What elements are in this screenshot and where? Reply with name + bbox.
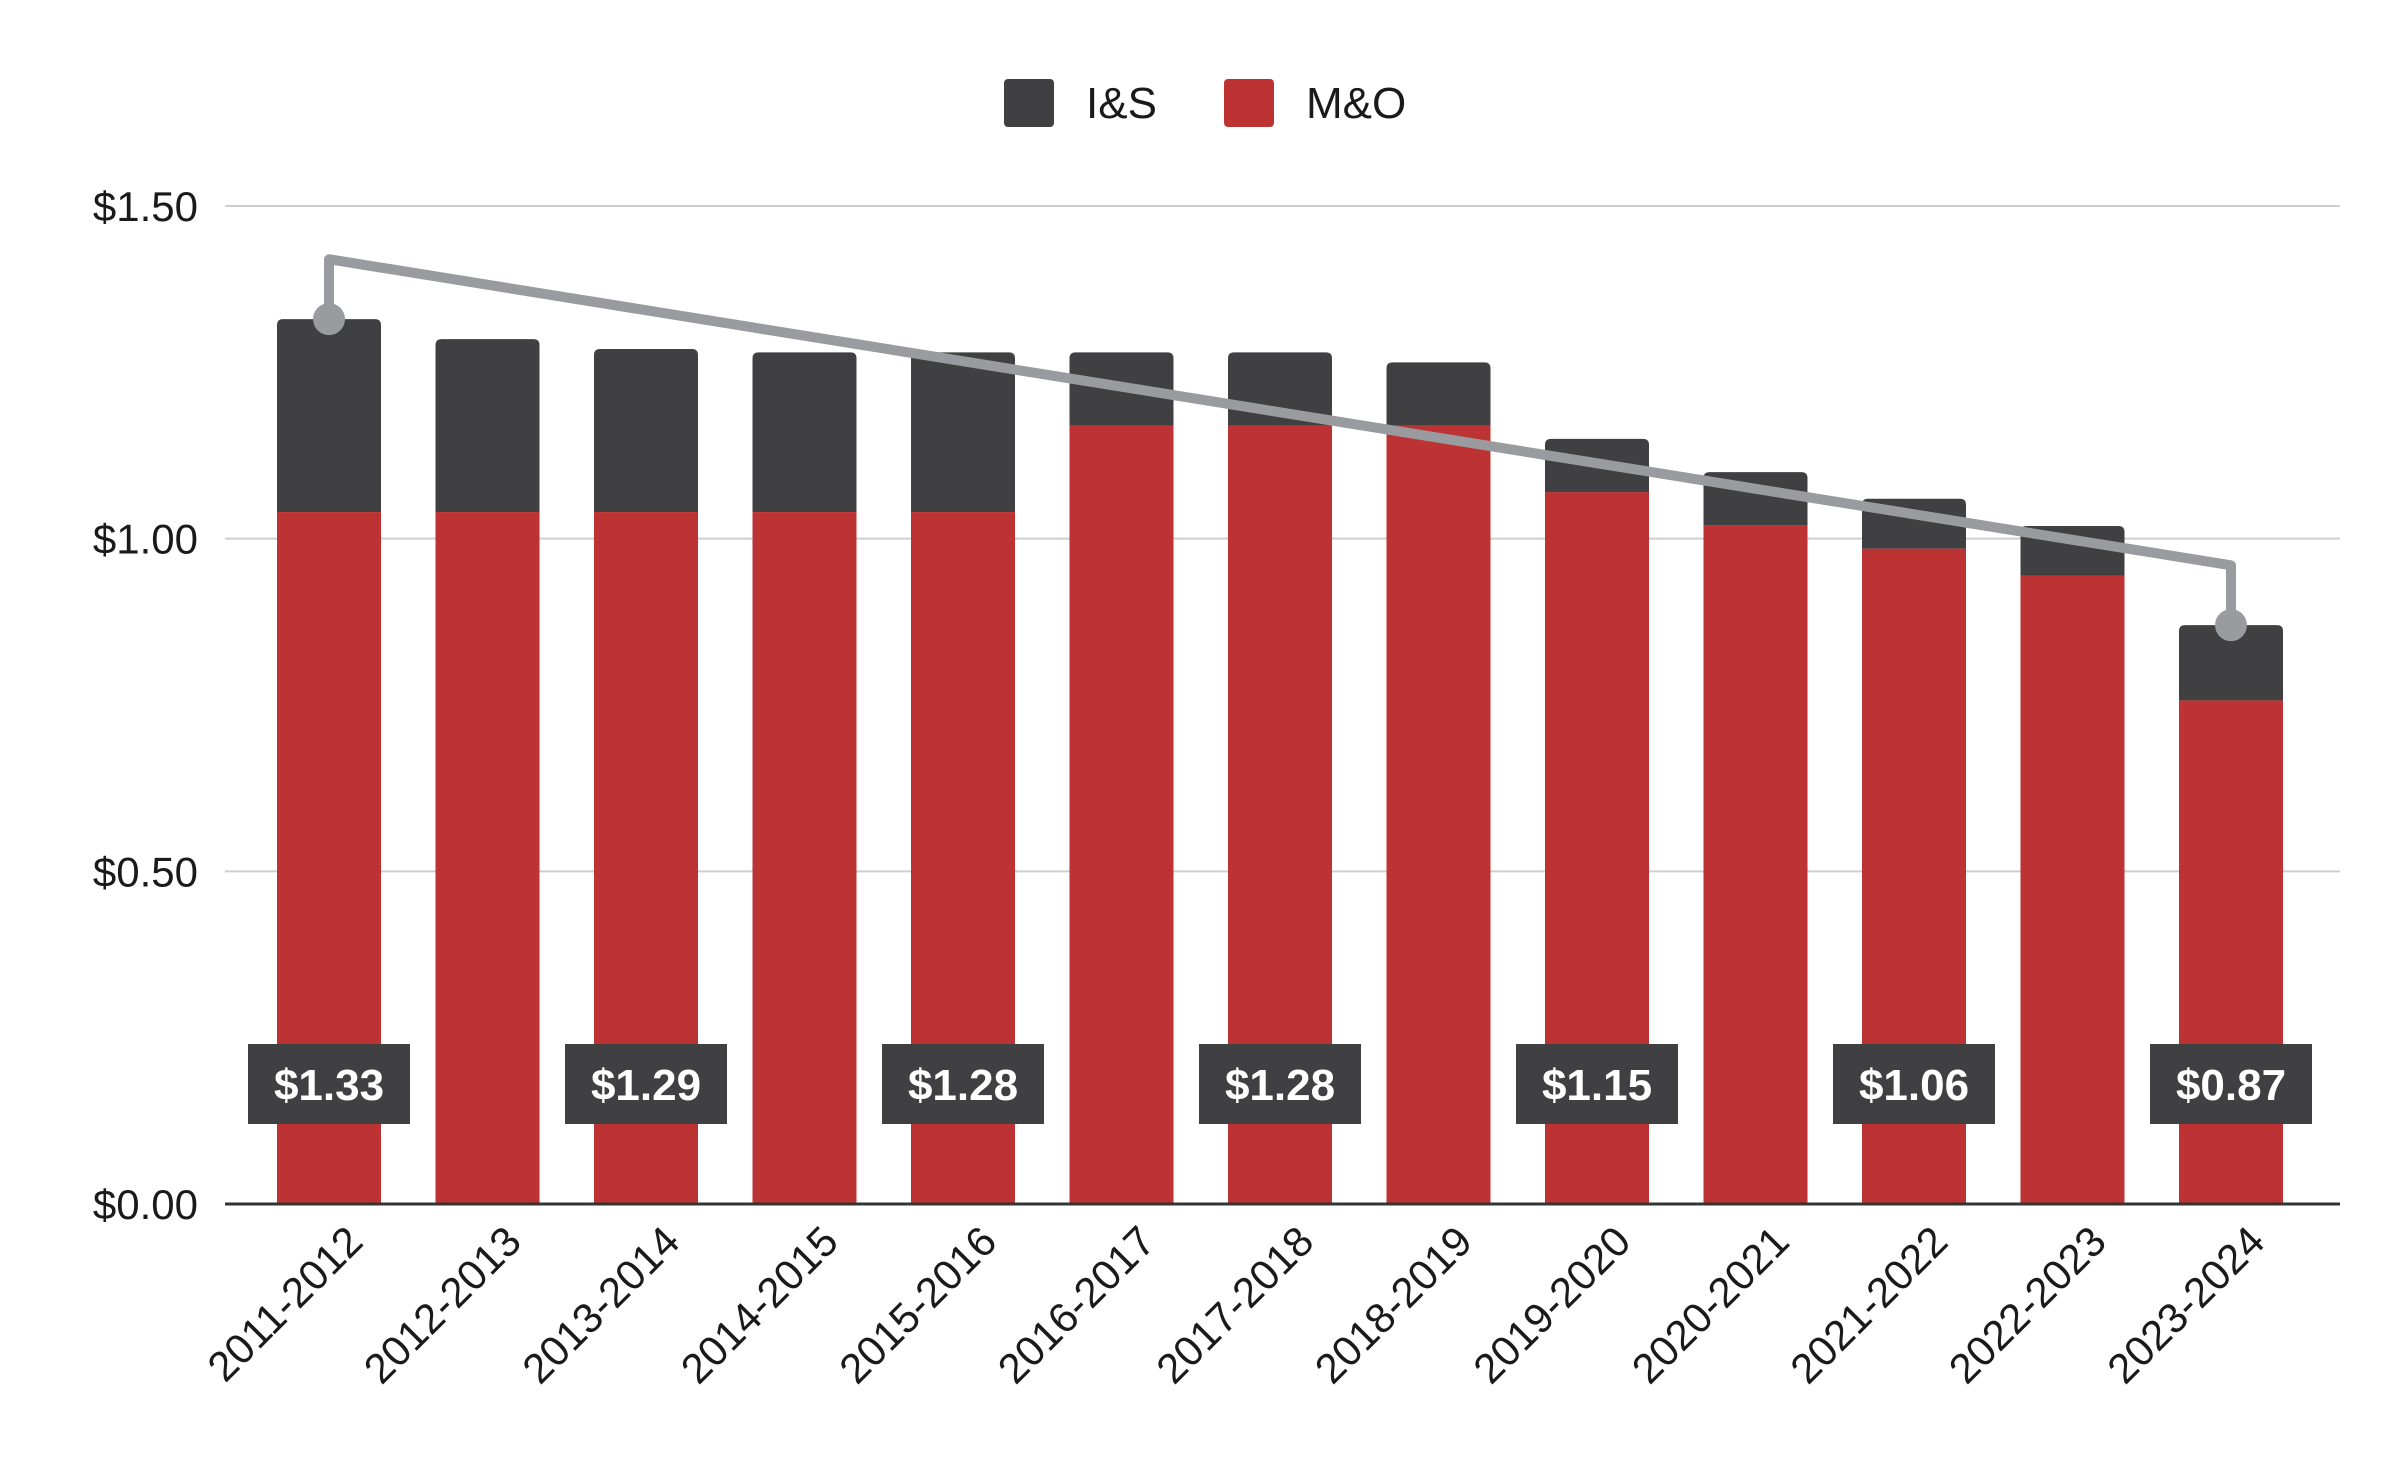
legend-swatch xyxy=(1224,79,1274,127)
x-tick-label: 2021-2022 xyxy=(1781,1217,1956,1392)
total-label-box xyxy=(1833,1044,1995,1124)
x-tick-label: 2022-2023 xyxy=(1940,1217,2115,1392)
total-label: $1.15 xyxy=(1542,1061,1652,1110)
y-tick-label: $0.50 xyxy=(93,848,198,895)
bar-segment-i-s-2018-2019[interactable] xyxy=(1386,362,1491,426)
x-tick-label: 2015-2016 xyxy=(830,1217,1005,1392)
total-label-box xyxy=(565,1044,727,1124)
bar-segment-i-s-2023-2024[interactable] xyxy=(2179,625,2283,701)
total-label-box xyxy=(1516,1044,1678,1124)
legend-swatch xyxy=(1004,79,1054,127)
x-axis-ticks: 2011-20122012-20132013-20142014-20152015… xyxy=(198,1217,2273,1392)
legend-label: I&S xyxy=(1086,79,1157,128)
total-label: $1.06 xyxy=(1859,1061,1969,1110)
x-tick-label: 2014-2015 xyxy=(672,1217,847,1392)
legend-item-m-o[interactable]: M&O xyxy=(1224,79,1406,128)
total-labels: $1.33 $1.29 $1.28 $1.28 $1.15 $1.06 $0.87 xyxy=(248,1044,2312,1124)
x-tick-label: 2012-2013 xyxy=(355,1217,530,1392)
bar-segment-m-o-2020-2021[interactable] xyxy=(1703,525,1808,1204)
trend-line-path xyxy=(324,254,2236,631)
total-label-box xyxy=(248,1044,410,1124)
bar-segment-i-s-2015-2016[interactable] xyxy=(911,352,1015,513)
bar-segment-m-o-2014-2015[interactable] xyxy=(752,512,857,1204)
bar-segment-m-o-2016-2017[interactable] xyxy=(1069,425,1174,1204)
x-tick-label: 2020-2021 xyxy=(1623,1217,1798,1392)
x-tick-label: 2023-2024 xyxy=(2098,1217,2273,1392)
x-tick-label: 2011-2012 xyxy=(198,1217,371,1390)
bar-segment-i-s-2011-2012[interactable] xyxy=(277,319,381,513)
legend-label: M&O xyxy=(1306,79,1406,128)
bar-segment-m-o-2018-2019[interactable] xyxy=(1386,425,1491,1204)
bar-segment-m-o-2023-2024[interactable] xyxy=(2179,700,2283,1204)
trend-line xyxy=(313,254,2247,642)
total-label-box xyxy=(882,1044,1044,1124)
y-tick-label: $0.00 xyxy=(93,1181,198,1228)
x-tick-label: 2017-2018 xyxy=(1147,1217,1322,1392)
total-label: $1.29 xyxy=(591,1061,701,1110)
y-tick-label: $1.50 xyxy=(93,183,198,230)
bar-segment-i-s-2012-2013[interactable] xyxy=(435,339,540,513)
x-tick-label: 2013-2014 xyxy=(513,1217,688,1392)
total-label-box xyxy=(1199,1044,1361,1124)
trend-end-marker xyxy=(2215,609,2247,642)
total-label: $1.28 xyxy=(908,1061,1018,1110)
y-axis-ticks: $0.00 $0.50 $1.00 $1.50 xyxy=(93,183,198,1228)
trend-start-marker xyxy=(313,303,345,336)
y-tick-label: $1.00 xyxy=(93,516,198,563)
bar-segment-i-s-2013-2014[interactable] xyxy=(594,349,698,513)
legend-item-i-s[interactable]: I&S xyxy=(1004,79,1157,128)
total-label-box xyxy=(2150,1044,2312,1124)
x-tick-label: 2016-2017 xyxy=(989,1217,1164,1392)
x-tick-label: 2019-2020 xyxy=(1464,1217,1639,1392)
total-label: $1.28 xyxy=(1225,1061,1335,1110)
x-tick-label: 2018-2019 xyxy=(1306,1217,1481,1392)
total-label: $0.87 xyxy=(2176,1061,2286,1110)
bar-segment-i-s-2014-2015[interactable] xyxy=(752,352,857,513)
bar-segment-m-o-2022-2023[interactable] xyxy=(2020,575,2125,1204)
total-label: $1.33 xyxy=(274,1061,384,1110)
bar-segment-m-o-2012-2013[interactable] xyxy=(435,512,540,1204)
legend[interactable]: I&S M&O xyxy=(1004,79,1406,128)
